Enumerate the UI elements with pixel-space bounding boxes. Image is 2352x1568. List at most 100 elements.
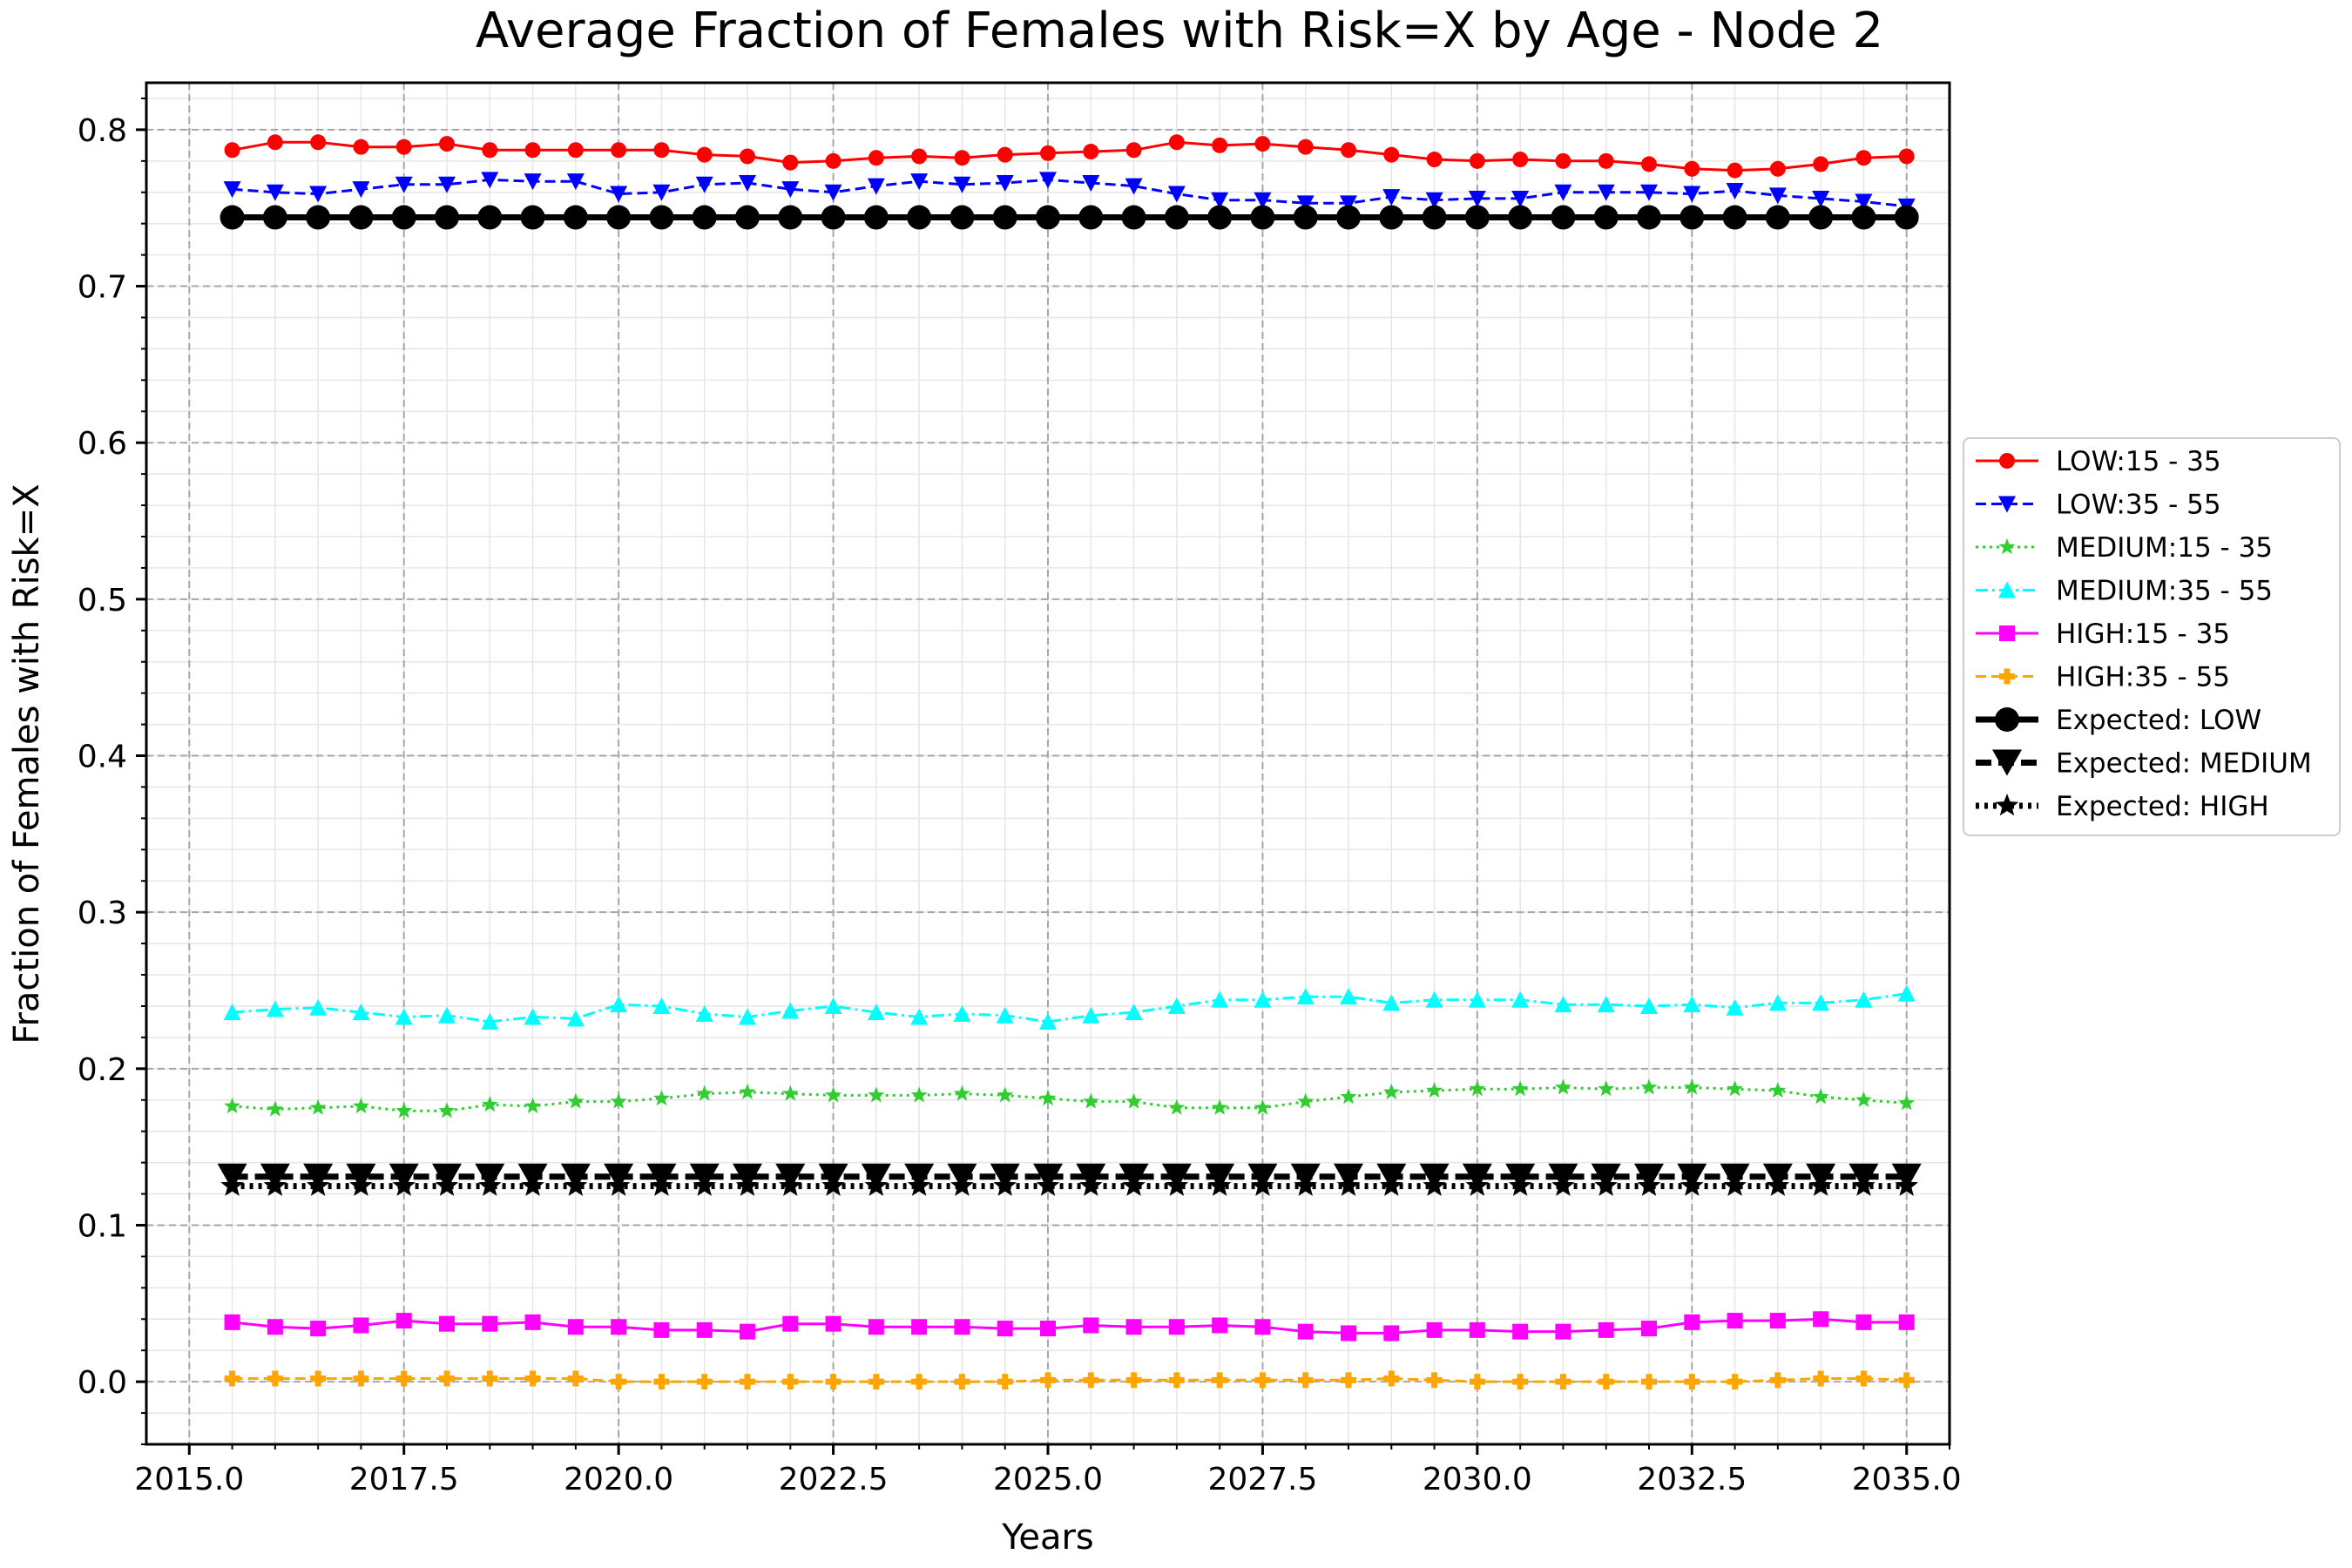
x-tick-label: 2017.5 [349,1462,459,1497]
data-point [954,150,970,166]
data-point [524,1008,542,1025]
data-point [910,1008,929,1025]
legend-label: LOW:15 - 35 [2056,446,2221,477]
series-line [232,1317,1907,1335]
data-point [1422,205,1447,230]
data-point [740,1374,755,1390]
x-tick-label: 2022.5 [779,1462,889,1497]
legend-entry: MEDIUM:35 - 55 [1976,576,2273,607]
data-point [1769,160,1786,177]
data-point [439,136,455,152]
data-point [1895,1173,1918,1196]
data-point [1039,172,1057,189]
data-point [1296,988,1315,1005]
data-point [1425,192,1443,209]
data-point [564,1173,588,1196]
data-point [1254,192,1272,209]
data-point [1340,195,1357,213]
x-tick-label: 2020.0 [564,1462,673,1497]
data-point [395,1313,412,1329]
data-point [310,134,327,151]
data-point [696,1321,713,1338]
x-axis-label: Years [1001,1517,1094,1558]
data-point [1207,1173,1232,1196]
data-point [1039,1090,1057,1106]
data-point [1383,1370,1400,1387]
data-point [1297,139,1314,155]
data-point [1640,1078,1658,1095]
data-point [395,1370,412,1387]
data-point [478,1173,502,1196]
data-point [611,1374,627,1390]
x-tick-label: 2015.0 [134,1462,244,1497]
data-point [1036,1173,1060,1196]
data-point [1294,1173,1317,1196]
data-point [1082,1092,1099,1109]
legend-label: LOW:35 - 55 [2056,490,2221,521]
data-point [653,142,670,159]
data-point [1812,190,1830,207]
legend-entry: LOW:15 - 35 [1976,446,2221,477]
data-point [650,1173,673,1196]
data-point [395,176,413,193]
data-point [1897,984,1916,1002]
legend-label: Expected: LOW [2056,705,2261,736]
data-point [696,1374,713,1390]
legend-frame [1963,437,2341,836]
data-point [1168,134,1185,151]
data-point [481,1096,498,1112]
data-point [1040,1321,1056,1337]
data-point [482,142,498,159]
data-point [438,1006,456,1024]
data-point [310,1370,327,1387]
data-point [1254,1319,1271,1335]
data-point [782,154,799,171]
data-point [223,1004,241,1021]
data-point [996,1006,1014,1024]
data-point [1768,187,1787,205]
data-point [438,1102,456,1119]
x-tick-label: 2030.0 [1423,1462,1532,1497]
data-point [1813,1311,1829,1328]
data-point [524,1370,541,1387]
data-point [1727,1080,1744,1097]
data-point [1808,205,1834,230]
data-point [524,173,542,191]
data-point [1727,1313,1743,1329]
data-point [739,1083,756,1099]
series-line [232,992,1907,1024]
data-point [1512,1323,1529,1340]
data-point [910,173,929,191]
data-point [1082,174,1100,192]
data-point [779,1173,802,1196]
data-point [1168,1098,1186,1115]
legend-entry: Expected: HIGH [1976,791,2269,822]
data-point [782,1315,799,1332]
legend-entry: Expected: LOW [1976,705,2261,736]
data-point [1251,1173,1274,1196]
data-point [1167,186,1186,203]
data-point [1382,189,1401,206]
data-point [739,1008,756,1025]
data-point [567,1370,584,1387]
data-point [1296,195,1315,213]
data-point [1465,1173,1490,1196]
data-point [1769,1313,1786,1329]
data-point [825,1315,841,1332]
data-point [1297,1092,1315,1109]
data-point [1469,1374,1485,1390]
data-point [392,1173,416,1196]
data-point [481,172,499,189]
data-point [606,1173,631,1196]
y-tick-label: 0.1 [78,1208,127,1244]
series-line [232,1085,1907,1112]
data-point [395,139,412,155]
data-point [481,1012,499,1030]
data-point [353,139,369,155]
legend: LOW:15 - 35 LOW:35 - 55 MEDIUM:15 - 35 MEDI… [1963,437,2341,836]
legend-entry: HIGH:15 - 35 [1976,618,2230,650]
data-point [953,1085,970,1101]
data-point [1167,997,1186,1014]
data-point [1423,1173,1446,1196]
x-tick-label: 2027.5 [1207,1462,1317,1497]
